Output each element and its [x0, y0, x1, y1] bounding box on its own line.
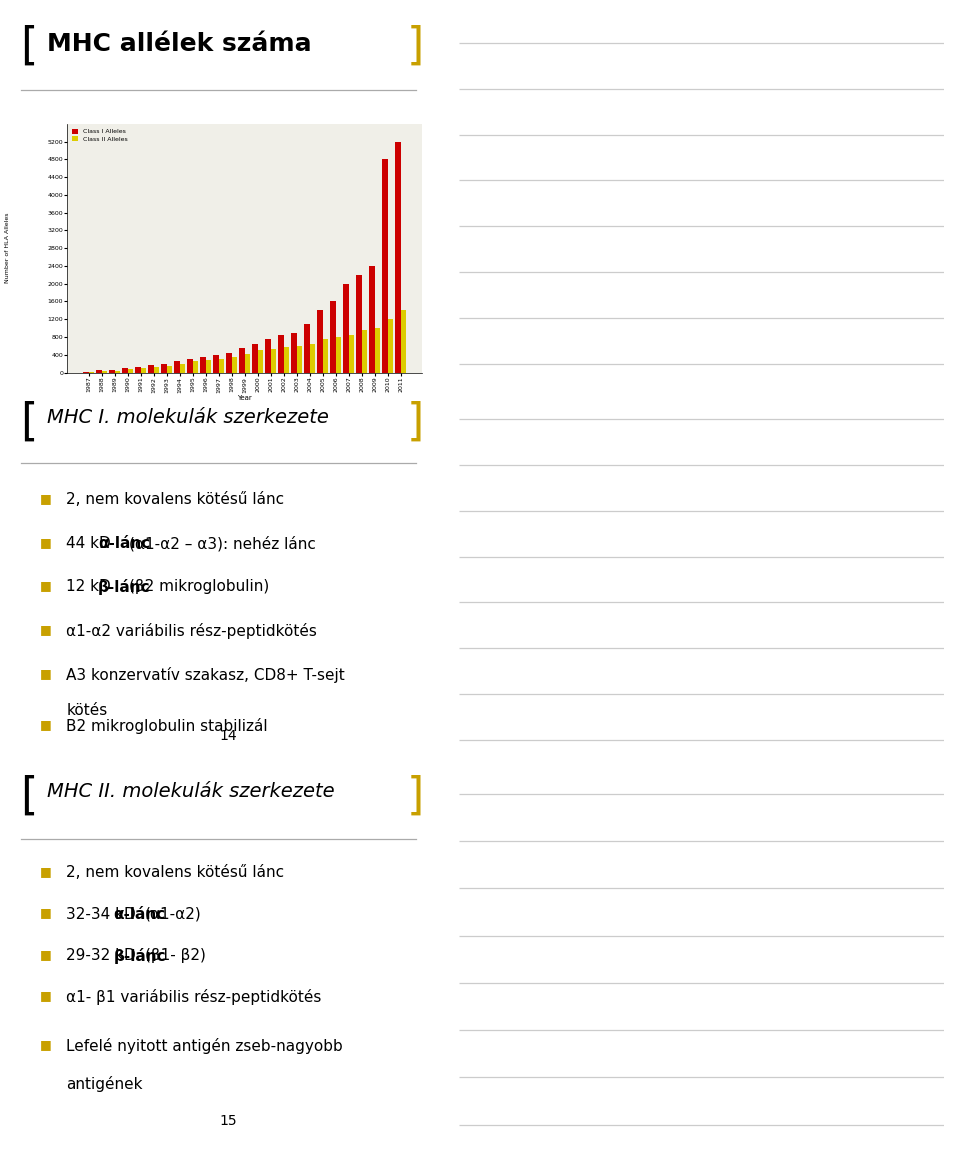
Text: ■: ■: [40, 717, 52, 731]
Bar: [356, 275, 362, 373]
Text: ■: ■: [40, 536, 52, 548]
Text: ■: ■: [40, 948, 52, 960]
Bar: [115, 370, 120, 373]
Text: MHC II. molekulák szerkezete: MHC II. molekulák szerkezete: [47, 782, 334, 802]
X-axis label: Year: Year: [237, 396, 252, 401]
Text: A3 konzervatív szakasz, CD8+ T-sejt: A3 konzervatív szakasz, CD8+ T-sejt: [66, 666, 346, 683]
Bar: [213, 355, 219, 373]
Text: α1- β1 variábilis rész-peptidkötés: α1- β1 variábilis rész-peptidkötés: [66, 989, 322, 1005]
Bar: [258, 351, 263, 373]
Text: kötés: kötés: [66, 703, 108, 718]
Bar: [400, 310, 406, 373]
Bar: [388, 319, 394, 373]
Text: Lefelé nyitott antigén zseb-nagyobb: Lefelé nyitott antigén zseb-nagyobb: [66, 1038, 343, 1054]
Bar: [187, 359, 193, 373]
Bar: [323, 339, 328, 373]
Bar: [109, 370, 115, 373]
Bar: [396, 141, 400, 373]
Text: ]: ]: [407, 775, 424, 818]
Bar: [193, 361, 199, 373]
Text: 44 kD: 44 kD: [66, 536, 116, 551]
Text: ■: ■: [40, 492, 52, 504]
Text: ]: ]: [407, 24, 424, 68]
Bar: [297, 346, 302, 373]
Text: ■: ■: [40, 907, 52, 920]
Bar: [374, 329, 380, 373]
Text: 2, nem kovalens kötésű lánc: 2, nem kovalens kötésű lánc: [66, 865, 284, 880]
Bar: [231, 358, 237, 373]
Text: [: [: [20, 24, 37, 68]
Text: [: [: [20, 400, 37, 444]
Bar: [135, 367, 141, 373]
Text: ■: ■: [40, 865, 52, 878]
Bar: [205, 360, 211, 373]
Bar: [336, 337, 341, 373]
Text: 12 kD: 12 kD: [66, 580, 116, 595]
Bar: [310, 344, 315, 373]
Text: ■: ■: [40, 666, 52, 680]
Text: MHC I. molekulák szerkezete: MHC I. molekulák szerkezete: [47, 408, 328, 427]
Text: (α1-α2 – α3): nehéz lánc: (α1-α2 – α3): nehéz lánc: [130, 536, 316, 551]
Legend: Class I Alleles, Class II Alleles: Class I Alleles, Class II Alleles: [70, 127, 130, 143]
Bar: [265, 339, 271, 373]
Bar: [291, 332, 297, 373]
Text: α-lánc: α-lánc: [113, 907, 166, 921]
Bar: [167, 366, 172, 373]
Y-axis label: Number of HLA Alleles: Number of HLA Alleles: [6, 213, 11, 283]
Bar: [154, 367, 159, 373]
Bar: [382, 160, 388, 373]
Bar: [348, 334, 354, 373]
Bar: [362, 331, 368, 373]
Bar: [161, 363, 167, 373]
Text: (β2 mikroglobulin): (β2 mikroglobulin): [130, 580, 270, 595]
Text: α-lánc: α-lánc: [98, 536, 150, 551]
Text: ■: ■: [40, 1038, 52, 1051]
Text: ■: ■: [40, 580, 52, 592]
Text: (β1- β2): (β1- β2): [145, 948, 205, 963]
Bar: [344, 283, 348, 373]
Text: α1-α2 variábilis rész-peptidkötés: α1-α2 variábilis rész-peptidkötés: [66, 624, 317, 639]
Text: 14: 14: [219, 729, 237, 744]
Text: (α1-α2): (α1-α2): [145, 907, 202, 921]
Text: © SGE POMP 07/2011: © SGE POMP 07/2011: [334, 363, 394, 368]
Bar: [227, 353, 231, 373]
Text: antigének: antigének: [66, 1076, 143, 1092]
Bar: [252, 344, 258, 373]
Bar: [201, 358, 205, 373]
Bar: [284, 347, 289, 373]
Bar: [122, 368, 128, 373]
Bar: [318, 310, 323, 373]
Bar: [304, 324, 310, 373]
Bar: [245, 354, 251, 373]
Bar: [102, 371, 108, 373]
Text: MHC allélek száma: MHC allélek száma: [47, 32, 311, 56]
Bar: [239, 348, 245, 373]
Bar: [180, 363, 185, 373]
Text: 15: 15: [219, 1114, 237, 1128]
Text: 32-34 kD: 32-34 kD: [66, 907, 141, 921]
Bar: [271, 349, 276, 373]
Text: ■: ■: [40, 624, 52, 636]
Bar: [278, 334, 284, 373]
Text: B2 mikroglobulin stabilizál: B2 mikroglobulin stabilizál: [66, 717, 268, 734]
Text: 2, nem kovalens kötésű lánc: 2, nem kovalens kötésű lánc: [66, 492, 284, 507]
Bar: [128, 369, 133, 373]
Bar: [330, 302, 336, 373]
Text: ■: ■: [40, 989, 52, 1002]
Bar: [175, 361, 180, 373]
Text: 29-32 kD: 29-32 kD: [66, 948, 141, 963]
Bar: [149, 366, 154, 373]
Bar: [141, 368, 146, 373]
Text: ]: ]: [407, 400, 424, 444]
Bar: [219, 359, 225, 373]
Text: β-lánc: β-lánc: [113, 948, 166, 964]
Text: [: [: [20, 775, 37, 818]
Text: β-lánc: β-lánc: [98, 580, 151, 596]
Bar: [370, 266, 374, 373]
Bar: [96, 370, 102, 373]
